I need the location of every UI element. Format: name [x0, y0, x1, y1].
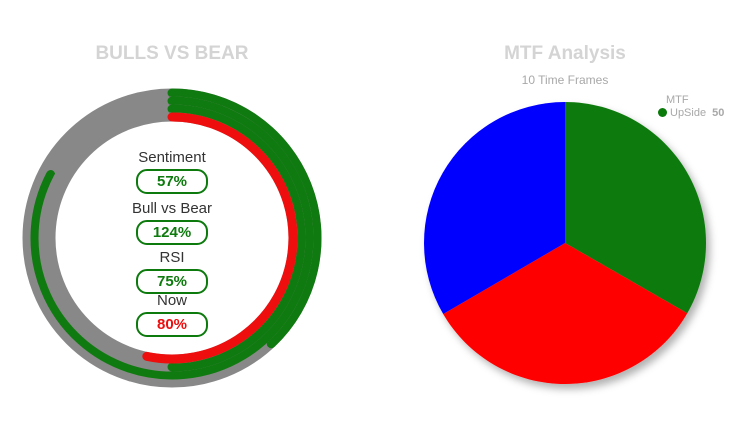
legend-label: UpSide: [670, 107, 707, 119]
pie-slice-1: [565, 102, 707, 314]
legend-dot-icon: [658, 108, 667, 117]
legend-value: 50: [712, 107, 725, 119]
gauge-value-3: 75%: [136, 269, 208, 294]
gauge-label-3: RSI: [159, 249, 185, 266]
gauge-bar-4: [142, 112, 298, 364]
gauge-bar-2: [30, 96, 314, 380]
legend-title: MTF: [666, 94, 689, 106]
radial-gauge: [22, 88, 322, 388]
gauge-label-4: Now: [156, 292, 187, 309]
gauge-label-1: Sentiment: [138, 149, 206, 166]
gauge-bar-1: [167, 88, 322, 349]
gauge-value-1: 57%: [136, 169, 208, 194]
gauge-bar-3: [167, 104, 306, 372]
bulls-vs-bear-title: BULLS VS BEAR: [95, 43, 249, 64]
pie-slice-2: [443, 243, 688, 384]
gauge-value-4: 80%: [136, 312, 208, 337]
mtf-analysis-title: MTF Analysis: [504, 43, 626, 64]
pie-chart: [424, 102, 707, 384]
legend-item-upside[interactable]: UpSide 50: [658, 107, 724, 119]
gauge-label-2: Bull vs Bear: [131, 200, 213, 217]
mtf-subtitle: 10 Time Frames: [521, 73, 609, 87]
gauge-value-2: 124%: [136, 220, 208, 245]
pie-slice-3: [424, 102, 565, 315]
